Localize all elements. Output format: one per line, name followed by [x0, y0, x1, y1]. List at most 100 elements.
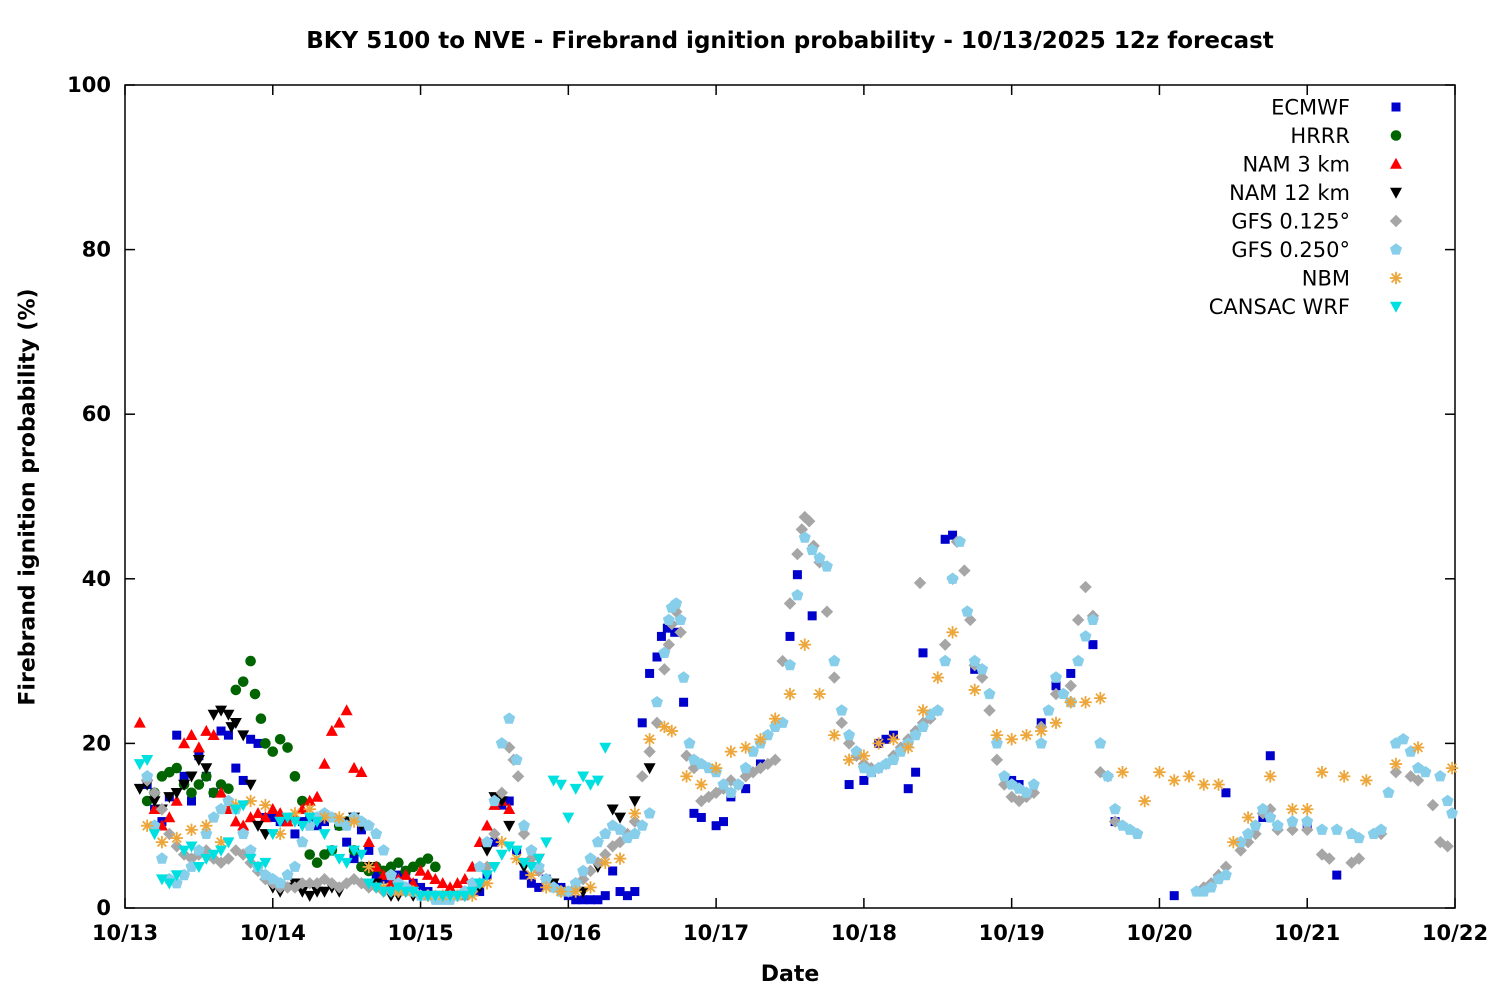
data-point-nam-12-km: [200, 763, 213, 775]
data-point-gfs-0-125: [1434, 835, 1447, 849]
data-point-nbm: [968, 683, 981, 697]
data-point-gfs-0-125: [1404, 770, 1417, 783]
data-point-nbm: [798, 638, 811, 651]
legend-item-gfs-0-125: GFS 0.125°: [1231, 210, 1403, 234]
data-point-nbm: [783, 687, 797, 701]
y-axis-title: Firebrand ignition probability (%): [15, 288, 41, 706]
data-point-nam-3-km: [148, 803, 161, 815]
data-point-cansac-wrf: [348, 845, 361, 857]
data-point-nbm: [1360, 774, 1373, 787]
data-point-gfs-0-125: [1027, 786, 1041, 799]
legend-marker-gfs-0-250: [1390, 243, 1402, 255]
data-point-hrrr: [304, 849, 316, 860]
data-point-cansac-wrf: [458, 890, 471, 902]
data-point-gfs-0-250: [1220, 868, 1232, 881]
data-point-gfs-0-250: [473, 860, 486, 872]
data-point-nam-12-km: [296, 886, 309, 898]
y-tick-label: 100: [67, 73, 111, 97]
data-point-nbm: [990, 728, 1004, 742]
x-tick-label: 10/21: [1274, 921, 1340, 945]
data-point-gfs-0-250: [828, 654, 841, 667]
data-point-nbm: [946, 626, 959, 639]
data-point-nam-12-km: [170, 787, 183, 799]
data-point-gfs-0-125: [828, 671, 841, 684]
data-point-nbm: [140, 819, 154, 832]
data-point-ecmwf: [600, 891, 610, 901]
data-point-cansac-wrf: [547, 775, 560, 787]
data-point-ecmwf: [571, 895, 581, 905]
data-point-gfs-0-250: [1382, 786, 1395, 798]
data-point-ecmwf: [656, 631, 666, 641]
data-point-gfs-0-250: [481, 835, 493, 848]
data-point-gfs-0-125: [495, 786, 509, 799]
data-point-gfs-0-125: [1249, 827, 1262, 841]
data-point-nbm: [1227, 835, 1240, 849]
data-point-ecmwf: [578, 895, 588, 905]
data-point-nam-12-km: [577, 886, 590, 898]
data-point-gfs-0-125: [1079, 580, 1092, 594]
data-point-nbm: [155, 835, 169, 849]
data-point-gfs-0-125: [310, 877, 324, 890]
data-point-gfs-0-125: [670, 605, 683, 618]
data-point-ecmwf: [349, 854, 359, 864]
data-point-nam-3-km: [421, 868, 434, 880]
data-point-ecmwf: [416, 882, 426, 892]
data-point-gfs-0-125: [318, 872, 331, 886]
data-point-ecmwf: [593, 895, 603, 905]
data-point-gfs-0-250: [488, 794, 501, 807]
data-point-gfs-0-250: [1301, 815, 1314, 827]
data-point-nbm: [1315, 766, 1329, 779]
data-point-nbm: [769, 712, 782, 725]
data-point-cansac-wrf: [311, 816, 324, 828]
data-point-nam-12-km: [163, 792, 176, 804]
data-point-gfs-0-125: [281, 881, 294, 894]
data-point-ecmwf: [1332, 870, 1342, 880]
data-point-gfs-0-250: [1249, 819, 1262, 831]
data-point-nbm: [200, 819, 213, 832]
data-point-nam-3-km: [259, 811, 272, 823]
data-point-cansac-wrf: [155, 874, 168, 886]
data-point-hrrr: [193, 779, 205, 790]
y-tick-label: 80: [82, 238, 111, 262]
data-point-gfs-0-250: [917, 720, 929, 732]
data-point-gfs-0-250: [370, 827, 383, 839]
series-ecmwf: [142, 530, 1342, 905]
data-point-cansac-wrf: [281, 812, 294, 824]
data-point-gfs-0-250: [983, 687, 996, 700]
data-point-nbm: [539, 881, 553, 894]
data-point-nam-3-km: [348, 761, 361, 773]
data-point-gfs-0-125: [998, 778, 1011, 791]
data-point-gfs-0-250: [1353, 831, 1365, 844]
data-point-gfs-0-250: [1271, 819, 1284, 831]
data-point-nam-3-km: [340, 704, 353, 716]
data-point-gfs-0-125: [488, 827, 501, 841]
data-point-nam-12-km: [229, 718, 242, 730]
data-point-nbm: [872, 737, 885, 750]
x-tick-label: 10/18: [831, 921, 897, 945]
data-point-nbm: [695, 778, 708, 791]
data-point-nbm: [1212, 778, 1225, 791]
data-point-nam-12-km: [606, 804, 619, 816]
data-point-ecmwf: [881, 734, 891, 744]
data-point-nam-3-km: [200, 724, 213, 736]
series-cansac-wrf: [133, 742, 612, 902]
data-point-nam-3-km: [170, 794, 183, 806]
data-point-nbm: [680, 770, 693, 783]
data-point-gfs-0-250: [540, 872, 553, 885]
data-point-gfs-0-125: [340, 877, 353, 890]
data-point-nam-3-km: [237, 819, 250, 831]
data-point-gfs-0-125: [820, 605, 834, 618]
data-point-ecmwf: [1051, 681, 1061, 691]
data-point-cansac-wrf: [296, 820, 309, 832]
data-point-nam-12-km: [192, 755, 205, 767]
data-point-gfs-0-250: [1316, 823, 1328, 835]
data-point-cansac-wrf: [591, 775, 604, 787]
data-point-nam-3-km: [429, 872, 442, 884]
data-point-gfs-0-250: [377, 844, 390, 856]
data-point-gfs-0-250: [931, 704, 944, 716]
data-point-gfs-0-125: [155, 803, 169, 816]
data-point-ecmwf: [504, 796, 514, 806]
data-point-nam-3-km: [318, 757, 331, 769]
data-point-gfs-0-250: [274, 877, 287, 889]
